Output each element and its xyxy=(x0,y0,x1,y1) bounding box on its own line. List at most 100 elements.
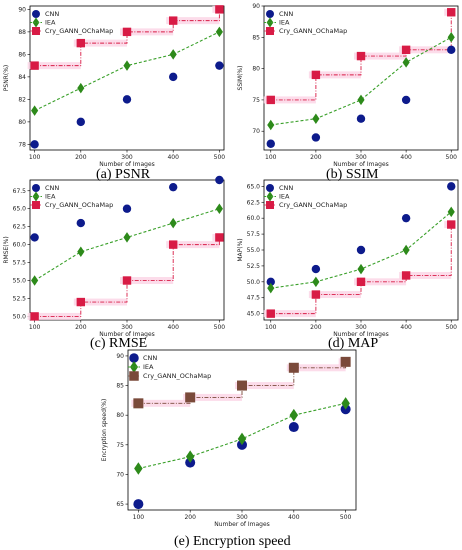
legend-cry-label: Cry_GANN_OChaMap xyxy=(143,372,211,380)
y-tick-label: 75 xyxy=(116,442,124,449)
y-axis-label: PSNR(%) xyxy=(3,65,10,91)
cry-point xyxy=(356,277,366,287)
cry-point xyxy=(311,70,321,80)
y-axis-label: MAP(%) xyxy=(237,238,244,261)
y-tick-label: 65 xyxy=(116,501,124,508)
x-axis-label: Number of Images xyxy=(333,331,389,338)
y-tick-label: 50.0 xyxy=(247,279,261,286)
cnn-point xyxy=(266,139,275,148)
y-tick-label: 85 xyxy=(116,383,124,390)
cry-point xyxy=(311,290,321,299)
cnn-point xyxy=(311,264,321,274)
cnn-point xyxy=(356,114,366,123)
y-tick-label: 65.0 xyxy=(13,206,27,213)
cnn-point xyxy=(133,499,144,510)
x-tick-label: 200 xyxy=(75,154,87,161)
legend-cnn-label: CNN xyxy=(143,354,157,362)
cnn-point xyxy=(401,95,411,105)
x-axis-label: Number of Images xyxy=(99,161,155,168)
cry-point xyxy=(401,271,411,280)
y-axis-label: SSIM(%) xyxy=(237,66,244,91)
iea-point xyxy=(312,276,320,288)
cry-point xyxy=(122,27,132,37)
caption-map: (d) MAP xyxy=(328,336,378,351)
cnn-point xyxy=(76,218,86,228)
y-tick-label: 57.5 xyxy=(13,260,27,267)
cnn-point xyxy=(168,72,178,82)
cnn-point xyxy=(122,95,132,104)
y-tick-label: 67.5 xyxy=(13,188,27,195)
cnn-point xyxy=(401,213,411,223)
iea-point xyxy=(77,246,85,258)
iea-point xyxy=(312,113,320,124)
y-tick-label: 85 xyxy=(252,34,260,41)
y-tick-label: 62.5 xyxy=(247,199,261,206)
legend-iea-marker xyxy=(32,191,40,202)
x-axis-label: Number of Images xyxy=(333,161,389,168)
chart-encryption-speed: 65 70 75 80 85 90 100 200 300 400 500 Number of Ima… xyxy=(101,349,357,528)
iea-point xyxy=(402,57,410,68)
cry-point xyxy=(215,233,224,242)
x-tick-label: 100 xyxy=(265,324,277,331)
legend-cnn-label: CNN xyxy=(279,10,293,18)
y-tick-label: 90 xyxy=(18,6,26,13)
cnn-point xyxy=(168,182,178,192)
legend-cnn-marker xyxy=(266,10,274,18)
legend-cnn-label: CNN xyxy=(45,10,59,18)
iea-point xyxy=(357,94,365,106)
iea-point xyxy=(402,244,410,256)
cnn-point xyxy=(356,245,366,255)
chart-ssim: 70 75 80 85 90 100 200 300 400 500 Number of Image… xyxy=(237,3,459,168)
legend-iea-marker xyxy=(266,17,274,28)
legend-iea-label: IEA xyxy=(279,19,290,27)
iea-point xyxy=(77,82,85,94)
legend-iea-label: IEA xyxy=(279,193,290,201)
cry-point xyxy=(288,362,299,373)
legend-cnn-marker xyxy=(32,10,40,18)
iea-point xyxy=(169,217,177,229)
y-tick-label: 52.5 xyxy=(247,263,261,270)
legend-cnn-label: CNN xyxy=(279,184,293,192)
legend-iea-marker xyxy=(32,17,40,28)
chart-psnr: 78 80 82 84 86 88 90 100 200 300 400 500 Number of I… xyxy=(3,5,225,168)
cry-point xyxy=(401,45,411,55)
caption-ssim: (b) SSIM xyxy=(326,167,379,182)
x-tick-label: 300 xyxy=(355,324,367,331)
y-tick-label: 70 xyxy=(116,471,124,478)
iea-point xyxy=(215,26,223,38)
x-tick-label: 200 xyxy=(184,514,196,521)
y-tick-label: 84 xyxy=(18,74,26,81)
y-axis-label: RMSE(%) xyxy=(3,236,10,263)
legend-iea-label: IEA xyxy=(143,363,154,371)
legend-cry-label: Cry_GANN_OChaMap xyxy=(279,27,347,35)
iea-point xyxy=(357,263,365,275)
cry-point xyxy=(215,5,224,14)
y-tick-label: 52.5 xyxy=(13,295,27,302)
y-tick-label: 75 xyxy=(252,97,260,104)
y-tick-label: 80 xyxy=(18,119,26,126)
iea-point xyxy=(31,105,39,116)
legend-cry-label: Cry_GANN_OChaMap xyxy=(45,201,113,209)
iea-point xyxy=(289,408,299,422)
y-tick-label: 57.5 xyxy=(247,231,261,238)
x-tick-label: 300 xyxy=(121,324,133,331)
legend-cnn-marker xyxy=(129,353,139,363)
y-tick-label: 78 xyxy=(18,141,26,148)
x-tick-label: 200 xyxy=(310,154,322,161)
x-tick-label: 200 xyxy=(310,324,322,331)
iea-point xyxy=(31,275,39,286)
x-tick-label: 400 xyxy=(167,154,179,161)
cry-step-band xyxy=(235,382,294,390)
iea-point xyxy=(134,462,143,475)
cry-point xyxy=(266,309,275,318)
y-tick-label: 70 xyxy=(252,128,260,135)
cnn-point xyxy=(288,422,299,433)
y-tick-label: 90 xyxy=(116,353,124,360)
legend-cnn-marker xyxy=(266,184,274,192)
legend-cry-label: Cry_GANN_OChaMap xyxy=(45,27,113,35)
iea-point xyxy=(123,60,131,71)
caption-encryption-speed: (e) Encryption speed xyxy=(174,534,291,549)
x-tick-label: 500 xyxy=(214,324,226,331)
